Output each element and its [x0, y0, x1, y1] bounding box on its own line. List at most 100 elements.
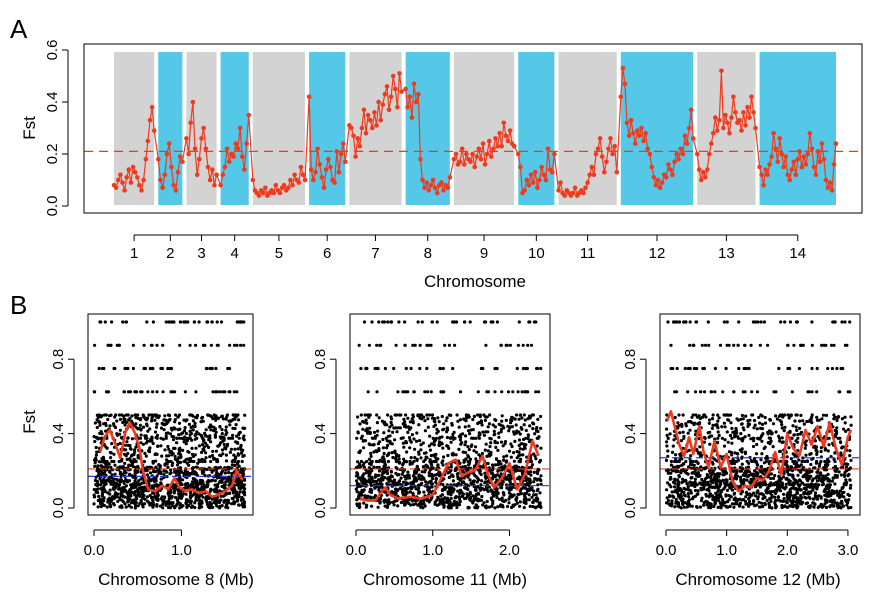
fst-point [160, 185, 165, 191]
fst-snp-point [457, 425, 461, 429]
fst-snp-point [117, 487, 121, 491]
fst-snp-point [149, 501, 153, 506]
fst-snp-point [747, 366, 751, 371]
fst-snp-point [534, 457, 538, 461]
fst-snp-point [167, 497, 171, 501]
fst-snp-point [185, 439, 189, 443]
fst-snp-point [200, 450, 204, 454]
fst-snp-point [191, 485, 195, 489]
fst-snp-point [837, 470, 841, 474]
fst-snp-point [129, 459, 133, 464]
fst-snp-point [507, 501, 511, 505]
fst-snp-point [482, 433, 486, 437]
fst-snp-point [843, 415, 847, 419]
fst-snp-point [143, 436, 148, 440]
fst-snp-point [478, 468, 482, 472]
fst-snp-point [743, 390, 747, 394]
fst-snp-point [517, 459, 521, 464]
fst-snp-point [496, 448, 500, 452]
fst-snp-point [171, 452, 175, 456]
fst-snp-point [491, 423, 495, 427]
fst-snp-point [517, 454, 521, 458]
fst-point [141, 177, 146, 183]
fst-point [759, 172, 764, 178]
fst-point [397, 71, 402, 76]
fst-snp-point [241, 483, 245, 487]
fst-snp-point [401, 487, 405, 491]
fst-point [829, 188, 835, 193]
fst-snp-point [94, 445, 98, 450]
fst-snp-point [494, 445, 498, 449]
fst-snp-point [386, 320, 390, 324]
fst-snp-point [149, 437, 153, 441]
fst-snp-point [187, 484, 191, 488]
fst-snp-point [390, 490, 394, 494]
fst-snp-point [442, 455, 446, 459]
fst-snp-point [461, 493, 465, 498]
fst-snp-point [810, 320, 814, 324]
fst-snp-point [488, 444, 492, 449]
fst-point [422, 185, 427, 191]
fst-snp-point [113, 463, 117, 467]
fst-snp-point [509, 488, 513, 492]
fst-snp-point [791, 424, 795, 428]
fst-snp-point [167, 418, 171, 422]
fst-snp-point [151, 320, 155, 324]
fst-snp-point [203, 343, 207, 347]
fst-snp-point [103, 490, 107, 494]
fst-snp-point [699, 465, 703, 469]
fst-snp-point [224, 480, 228, 484]
fst-point [334, 149, 340, 154]
fst-point [355, 136, 361, 141]
fst-snp-point [153, 413, 157, 417]
fst-snp-point [216, 416, 220, 420]
panel-a-y-tick-label: 0.4 [44, 92, 61, 113]
fst-snp-point [830, 479, 835, 483]
fst-snp-point [430, 485, 434, 489]
fst-snp-point [117, 459, 121, 464]
fst-snp-point [123, 443, 128, 447]
fst-point [487, 138, 492, 144]
fst-snp-point [465, 492, 469, 496]
fst-snp-point [93, 421, 97, 425]
fst-snp-point [93, 439, 97, 444]
fst-line-series [111, 65, 839, 198]
fst-snp-point [430, 442, 434, 446]
fst-snp-point [835, 366, 839, 371]
fst-point [610, 151, 615, 157]
fst-snp-point [108, 424, 112, 428]
fst-snp-point [402, 417, 406, 421]
fst-point [468, 159, 473, 165]
fst-point [420, 177, 425, 183]
fst-snp-point [495, 496, 499, 500]
fst-snp-point [139, 433, 143, 437]
fst-point [651, 175, 657, 180]
fst-snp-point [224, 447, 228, 451]
fst-snp-point [519, 426, 523, 430]
fst-snp-point [673, 505, 677, 509]
fst-snp-point [110, 320, 114, 324]
fst-snp-point [233, 447, 237, 451]
fst-snp-point [409, 481, 413, 485]
fst-snp-point [460, 480, 464, 484]
fst-snp-point [415, 431, 419, 435]
fst-snp-point [131, 475, 135, 479]
fst-snp-point [811, 497, 816, 501]
fst-snp-point [722, 421, 727, 425]
fst-snp-point [490, 504, 494, 508]
fst-snp-point [429, 343, 433, 347]
fst-snp-point [151, 459, 155, 464]
fst-point [511, 143, 517, 149]
fst-snp-point [210, 320, 214, 324]
fst-snp-point [716, 436, 720, 440]
fst-point [727, 130, 732, 136]
fst-snp-point [403, 343, 407, 347]
fst-snp-point [233, 426, 237, 431]
fst-snp-point [690, 421, 694, 425]
fst-snp-point [807, 474, 811, 478]
fst-snp-point [782, 429, 786, 433]
fst-point [273, 182, 279, 188]
chr12-scatter-panel: 0.00.40.80.0 1.0 2.0 3.0 [622, 313, 861, 559]
fst-snp-point [539, 446, 543, 450]
fst-snp-point [136, 504, 140, 508]
